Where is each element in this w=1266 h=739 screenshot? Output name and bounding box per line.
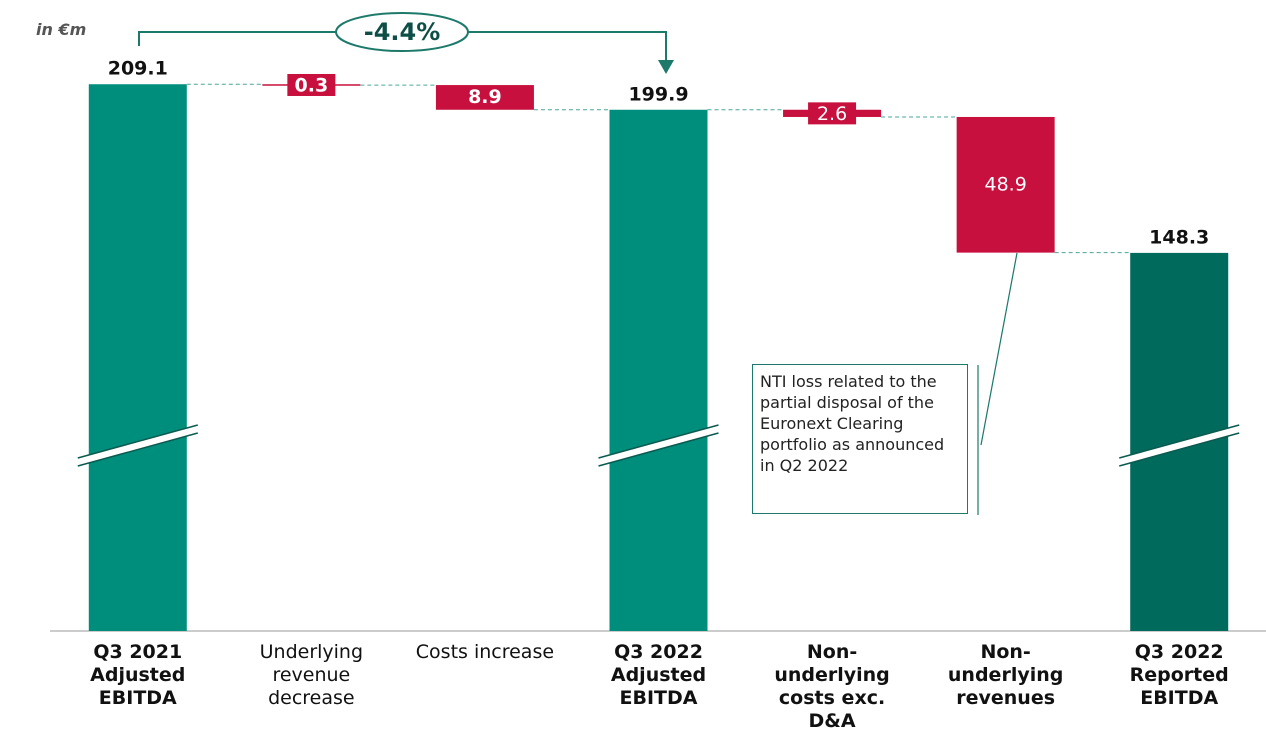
axis-break: [598, 425, 719, 466]
change-badge: [335, 12, 469, 52]
value-label: 209.1: [108, 58, 168, 80]
value-label: 48.9: [984, 173, 1026, 195]
axis-break-line: [598, 424, 719, 459]
bar: [609, 109, 708, 631]
arrow-head: [658, 60, 674, 74]
value-label: 0.3: [295, 74, 329, 96]
label-box: [287, 73, 336, 96]
label-box: [808, 102, 857, 125]
change-label: -4.4%: [364, 18, 441, 46]
bar: [435, 85, 534, 110]
value-label: 8.9: [468, 86, 502, 108]
x-tick-label: Non-underlying costs exc. D&A: [774, 641, 890, 732]
x-tick-label: Costs increase: [415, 641, 555, 663]
leader-line: [980, 252, 1018, 446]
bar: [88, 84, 187, 632]
x-tick-label: Q3 2021 Adjusted EBITDA: [90, 641, 186, 709]
x-tick-label: Underlying revenue decrease: [259, 641, 364, 709]
axis-break-line: [77, 432, 198, 467]
axis-break: [1119, 425, 1240, 466]
bracket: [468, 31, 667, 62]
bracket: [138, 31, 336, 46]
note: NTI loss related to the partial disposal…: [752, 364, 968, 514]
value-label: 148.3: [1149, 226, 1209, 248]
axis-break: [77, 425, 198, 466]
value-label: 2.6: [817, 103, 847, 125]
axis-break-line: [598, 432, 719, 467]
bar: [956, 116, 1055, 253]
value-label: 199.9: [628, 83, 688, 105]
x-tick-label: Non-underlying revenues: [947, 641, 1064, 709]
unit-label: in €m: [36, 20, 87, 39]
axis-break-line: [1119, 424, 1240, 459]
axis-break-line: [77, 424, 198, 459]
x-tick-label: Q3 2022 Adjusted EBITDA: [610, 641, 707, 709]
axis-break-line: [1119, 432, 1240, 467]
x-tick-label: Q3 2022 Reported EBITDA: [1129, 641, 1229, 709]
